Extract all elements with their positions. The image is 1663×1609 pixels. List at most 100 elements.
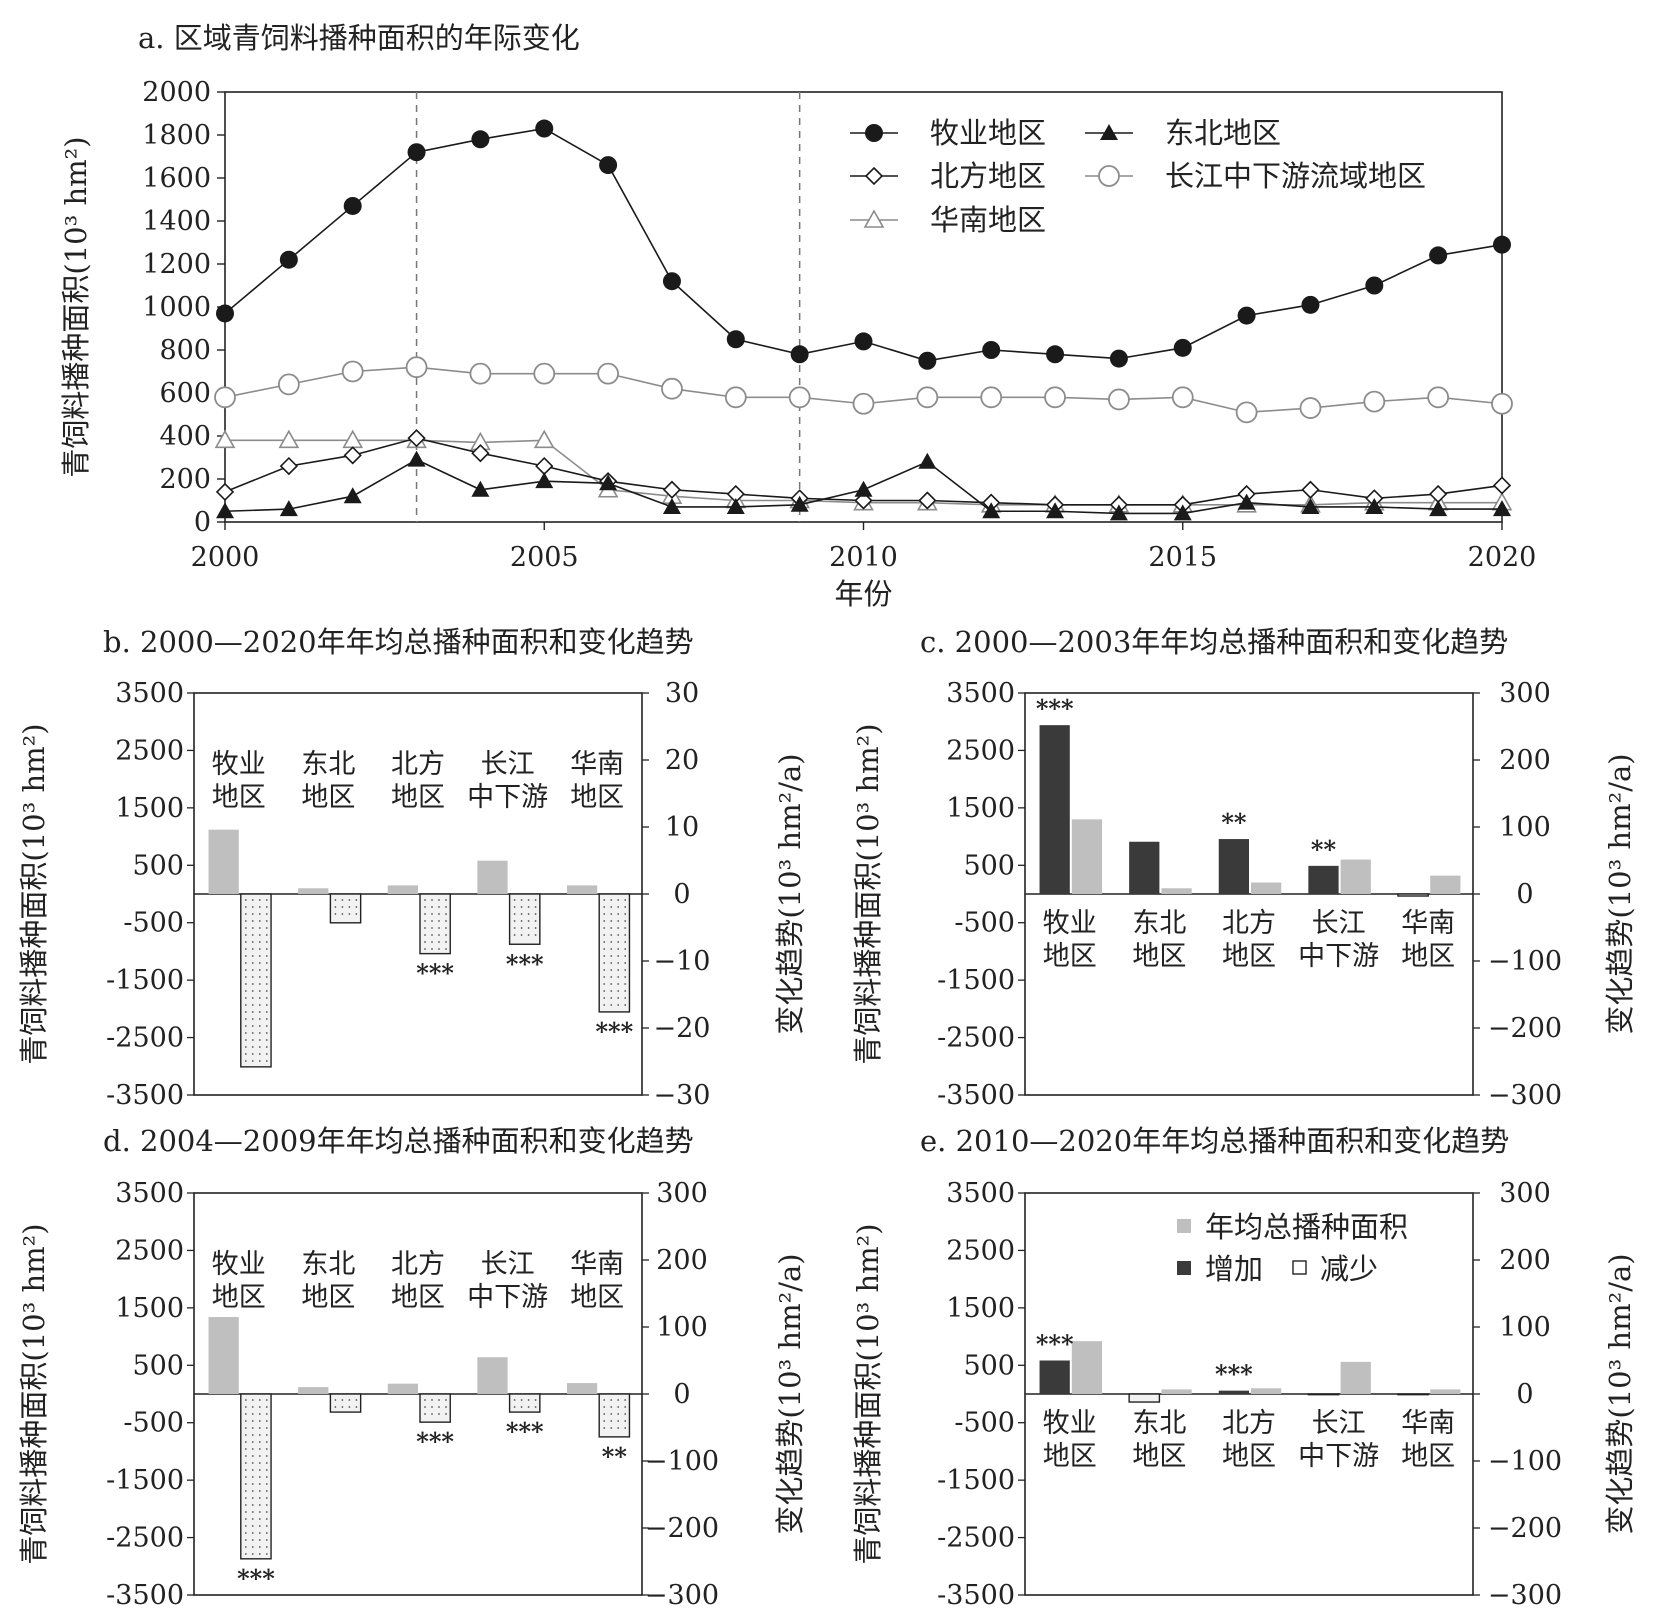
data-point — [216, 502, 234, 519]
data-point — [599, 156, 618, 175]
right-tick-label: −200 — [1488, 1513, 1562, 1544]
decrease-bar-dot — [244, 976, 247, 978]
category-label-line1: 华南 — [1401, 908, 1455, 939]
legend-area-label: 年均总播种面积 — [1205, 1210, 1408, 1244]
decrease-bar-dot — [251, 899, 254, 901]
decrease-bar-dot — [251, 1476, 254, 1478]
significance-label: *** — [595, 1017, 633, 1046]
decrease-bar-dot — [610, 920, 613, 922]
decrease-bar-dot — [445, 906, 447, 908]
decrease-bar-dot — [244, 1420, 247, 1422]
legend-increase-label: 增加 — [1205, 1252, 1263, 1286]
left-tick-label: -1500 — [937, 1465, 1015, 1496]
decrease-bar-dot — [610, 927, 613, 929]
data-point — [1429, 484, 1448, 504]
decrease-bar-dot — [251, 1032, 254, 1034]
left-tick-label: 500 — [132, 1350, 184, 1381]
decrease-bar-dot — [265, 1469, 268, 1471]
decrease-bar-dot — [431, 934, 433, 936]
decrease-bar-dot — [603, 941, 606, 943]
decrease-bar-dot — [445, 1399, 447, 1401]
right-tick-label: −100 — [1488, 946, 1562, 977]
decrease-bar-dot — [244, 962, 247, 964]
y-axis-label: 青饲料播种面积(10³ hm²) — [59, 136, 93, 477]
left-tick-label: -500 — [123, 908, 184, 939]
decrease-bar-dot — [520, 927, 523, 929]
decrease-bar-dot — [617, 934, 620, 936]
left-tick-label: -1500 — [106, 965, 184, 996]
decrease-bar-dot — [624, 934, 627, 936]
right-tick-label: −200 — [1488, 1013, 1562, 1044]
area-bar — [208, 829, 239, 894]
decrease-bar-dot — [251, 1546, 254, 1548]
decrease-bar — [598, 893, 631, 1013]
left-tick-label: 1500 — [946, 1293, 1015, 1324]
right-tick-label: 0 — [673, 1379, 690, 1410]
decrease-bar-dot — [513, 899, 516, 901]
decrease-bar-dot — [251, 1406, 254, 1408]
data-point — [1237, 493, 1256, 510]
decrease-bar-dot — [527, 1399, 530, 1401]
left-tick-label: 2500 — [946, 735, 1015, 766]
decrease-bar-dot — [258, 1420, 261, 1422]
increase-bar — [1308, 865, 1339, 894]
panel-a-title: a. 区域青饲料播种面积的年际变化 — [138, 21, 580, 55]
decrease-bar-dot — [244, 1525, 247, 1527]
increase-bar — [1129, 841, 1160, 894]
panel-title: c. 2000—2003年年均总播种面积和变化趋势 — [920, 625, 1508, 659]
decrease-bar — [598, 1393, 631, 1438]
decrease-bar-dot — [258, 1455, 261, 1457]
decrease-bar-dot — [251, 1060, 254, 1062]
decrease-bar-dot — [244, 1053, 247, 1055]
decrease-bar-dot — [610, 934, 613, 936]
data-point — [1109, 504, 1128, 521]
right-tick-label: 0 — [1516, 1379, 1533, 1410]
data-point — [1493, 500, 1511, 517]
category-label-line2: 地区 — [1401, 941, 1455, 972]
decrease-bar-dot — [258, 1011, 261, 1013]
decrease-bar-dot — [258, 1483, 261, 1485]
decrease-bar-dot — [534, 1399, 537, 1401]
area-bar — [387, 885, 418, 894]
decrease-bar-dot — [617, 913, 620, 915]
decrease-bar-dot — [624, 913, 627, 915]
data-point — [1493, 235, 1511, 254]
decrease-bar-dot — [445, 934, 447, 936]
legend-marker — [865, 124, 883, 142]
decrease-bar-dot — [251, 1434, 254, 1436]
decrease-bar-dot — [617, 976, 620, 978]
decrease-bar-dot — [527, 920, 530, 922]
category-label-line1: 牧业 — [1043, 908, 1097, 939]
decrease-bar-dot — [341, 899, 344, 901]
decrease-bar-dot — [624, 1413, 627, 1415]
decrease-bar-dot — [258, 1046, 261, 1048]
left-axis-label: 青饲料播种面积(10³ hm²) — [851, 723, 885, 1064]
left-tick-label: -3500 — [106, 1080, 184, 1111]
data-point — [918, 491, 937, 510]
decrease-bar-dot — [244, 1497, 247, 1499]
data-point — [788, 386, 811, 409]
decrease-bar-dot — [265, 899, 268, 901]
category-label-line2: 地区 — [391, 1282, 445, 1313]
decrease-bar-dot — [610, 913, 613, 915]
decrease-bar-dot — [244, 1427, 247, 1429]
data-point — [214, 386, 236, 409]
decrease-bar-dot — [244, 1448, 247, 1450]
decrease-bar-dot — [251, 1039, 254, 1041]
category-label-line1: 长江 — [1312, 1408, 1366, 1439]
y-tick-label: 800 — [159, 335, 211, 366]
significance-label: *** — [1036, 694, 1074, 723]
right-tick-label: 300 — [1499, 1178, 1551, 1209]
decrease-bar-dot — [424, 941, 426, 943]
decrease-bar-dot — [244, 920, 247, 922]
decrease-bar-dot — [624, 1406, 627, 1408]
decrease-bar-dot — [265, 969, 268, 971]
series-2 — [216, 450, 1511, 521]
decrease-bar-dot — [334, 913, 337, 915]
left-axis-label: 青饲料播种面积(10³ hm²) — [851, 1223, 885, 1564]
data-point — [661, 377, 683, 400]
data-point — [982, 341, 1001, 359]
decrease-bar-dot — [513, 1406, 516, 1408]
